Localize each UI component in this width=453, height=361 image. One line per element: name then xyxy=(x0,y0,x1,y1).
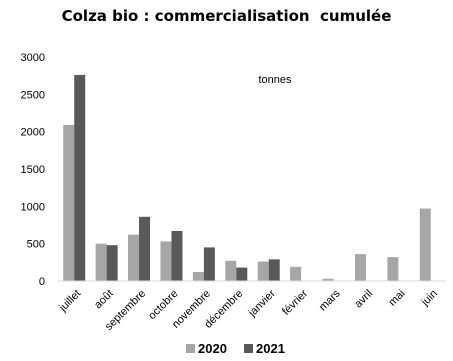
bar-2021-janvier xyxy=(268,259,280,281)
bar-2020-janvier xyxy=(257,261,269,281)
y-tick-label: 500 xyxy=(27,239,45,251)
bar-2020-septembre xyxy=(128,234,140,281)
bar-2020-mai xyxy=(387,257,399,281)
y-tick-label: 1000 xyxy=(21,201,45,213)
bar-2020-février xyxy=(290,266,302,281)
legend-swatch-2020 xyxy=(186,344,195,353)
x-tick-label: mai xyxy=(386,288,407,309)
bar-2020-novembre xyxy=(192,272,204,281)
chart-title: Colza bio : commercialisation cumulée xyxy=(61,7,392,25)
unit-annotation: tonnes xyxy=(258,74,292,86)
x-tick-label: janvier xyxy=(246,287,278,319)
bar-2020-mars xyxy=(322,278,334,281)
bar-2021-octobre xyxy=(171,230,183,281)
bar-2020-avril xyxy=(354,254,366,281)
legend-swatch-2021 xyxy=(244,344,253,353)
x-tick-label: juillet xyxy=(56,288,83,315)
bar-2021-novembre xyxy=(203,247,215,281)
bar-2021-décembre xyxy=(236,267,248,281)
bar-2020-août xyxy=(95,243,107,281)
bar-2020-juin xyxy=(419,208,431,281)
legend: 2020 2021 xyxy=(186,341,285,356)
x-tick-label: mars xyxy=(317,287,343,313)
legend-label-2020: 2020 xyxy=(198,341,227,356)
y-tick-label: 0 xyxy=(39,276,45,288)
y-tick-label: 3000 xyxy=(21,52,45,64)
bar-2020-décembre xyxy=(225,260,237,281)
y-tick-label: 1500 xyxy=(21,164,45,176)
y-axis: 0 500 1000 1500 2000 2500 3000 xyxy=(21,52,45,288)
x-tick-label: février xyxy=(280,287,310,317)
bar-2021-juillet xyxy=(74,74,86,281)
bar-2020-juillet xyxy=(63,124,75,282)
bar-2020-octobre xyxy=(160,241,172,281)
legend-label-2021: 2021 xyxy=(256,341,285,356)
bar-2021-août xyxy=(106,245,118,281)
x-tick-label: avril xyxy=(352,288,375,311)
x-tick-label: juin xyxy=(419,288,440,309)
y-tick-label: 2000 xyxy=(21,127,45,139)
bar-2021-septembre xyxy=(139,216,151,281)
x-axis: juillet aoûtseptembreoctobrenovembredécem… xyxy=(56,280,447,333)
y-tick-label: 2500 xyxy=(21,89,45,101)
x-tick-label: août xyxy=(92,288,116,312)
bars xyxy=(63,74,431,282)
